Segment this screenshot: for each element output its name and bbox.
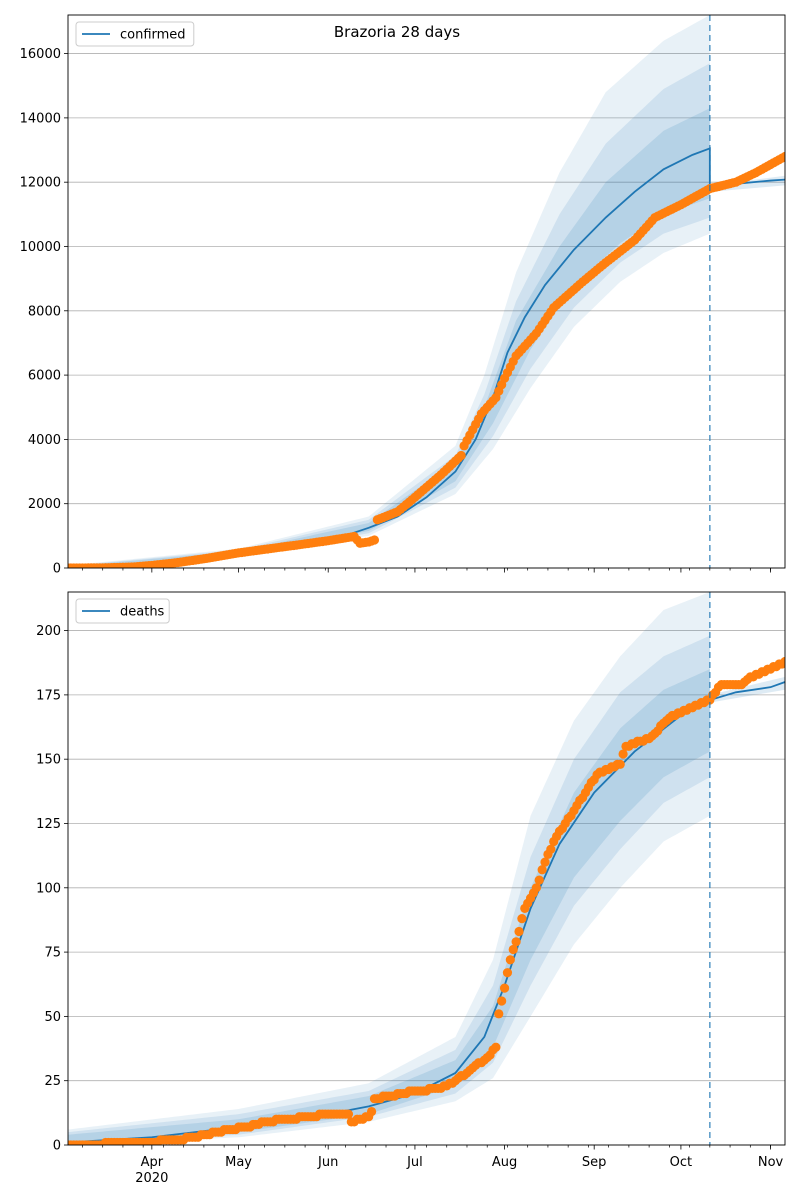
- observed-point: [618, 749, 628, 759]
- uncertainty-band: [68, 635, 710, 1145]
- y-tick-label: 175: [36, 688, 61, 703]
- y-tick-label: 100: [36, 881, 61, 896]
- observed-point: [514, 926, 524, 937]
- y-tick-label: 6000: [28, 369, 61, 384]
- observed-point: [497, 996, 507, 1006]
- observed-point: [456, 450, 466, 461]
- x-tick-label: Nov: [758, 1155, 784, 1170]
- x-tick-label: Jun: [317, 1155, 338, 1170]
- uncertainty-band: [68, 108, 710, 568]
- y-tick-label: 0: [53, 562, 61, 577]
- x-tick-label: Sep: [582, 1155, 607, 1170]
- observed-point: [537, 865, 547, 875]
- y-tick-label: 8000: [28, 304, 61, 319]
- observed-point: [499, 983, 510, 993]
- legend-label: deaths: [120, 605, 165, 620]
- y-tick-label: 200: [36, 624, 61, 639]
- uncertainty-band: [68, 669, 710, 1145]
- uncertainty-band: [68, 15, 710, 568]
- y-tick-label: 14000: [20, 111, 61, 126]
- observed-point: [511, 937, 521, 947]
- y-tick-label: 25: [44, 1074, 61, 1089]
- x-tick-label: Oct: [670, 1155, 692, 1170]
- y-tick-label: 10000: [20, 240, 61, 255]
- y-tick-label: 50: [44, 1010, 61, 1025]
- y-tick-label: 16000: [20, 47, 61, 62]
- x-tick-year-label: 2020: [135, 1171, 168, 1186]
- observed-point: [494, 1009, 504, 1019]
- observed-point: [780, 151, 785, 162]
- observed-point: [546, 844, 556, 854]
- observed-point: [505, 955, 515, 965]
- x-tick-label: Apr: [141, 1155, 164, 1170]
- legend-label: confirmed: [120, 28, 186, 43]
- confirmed-panel: 0 2000 4000 6000 8000 10000 12000 14000 16000 con…: [20, 14, 786, 577]
- y-tick-label: 75: [44, 946, 61, 961]
- x-tick-label: Jul: [406, 1155, 423, 1170]
- observed-point: [343, 1109, 354, 1119]
- observed-point: [502, 968, 513, 978]
- legend: deaths: [75, 598, 170, 624]
- observed-point: [534, 875, 544, 885]
- observed-point: [366, 1106, 377, 1117]
- legend: confirmed: [75, 21, 195, 47]
- y-tick-label: 4000: [28, 433, 61, 448]
- legend-box: [75, 21, 195, 47]
- y-tick-label: 150: [36, 753, 61, 768]
- uncertainty-band: [68, 63, 710, 568]
- observed-point: [369, 535, 380, 545]
- observed-point: [531, 883, 541, 893]
- x-tick-label: Aug: [492, 1155, 517, 1170]
- y-tick-label: 125: [36, 817, 61, 832]
- y-tick-label: 12000: [20, 176, 61, 191]
- uncertainty-band: [68, 592, 710, 1145]
- y-tick-label: 2000: [28, 497, 61, 512]
- observed-point: [615, 759, 625, 769]
- y-tick-label: 0: [53, 1139, 61, 1154]
- observed-point: [491, 1042, 501, 1052]
- figure-title: Brazoria 28 days: [334, 23, 460, 41]
- x-tick-label: May: [225, 1155, 252, 1170]
- observed-point: [508, 944, 518, 955]
- observed-point: [540, 857, 550, 867]
- observed-point: [517, 914, 527, 924]
- legend-box: [75, 598, 170, 624]
- observed-point: [780, 656, 785, 667]
